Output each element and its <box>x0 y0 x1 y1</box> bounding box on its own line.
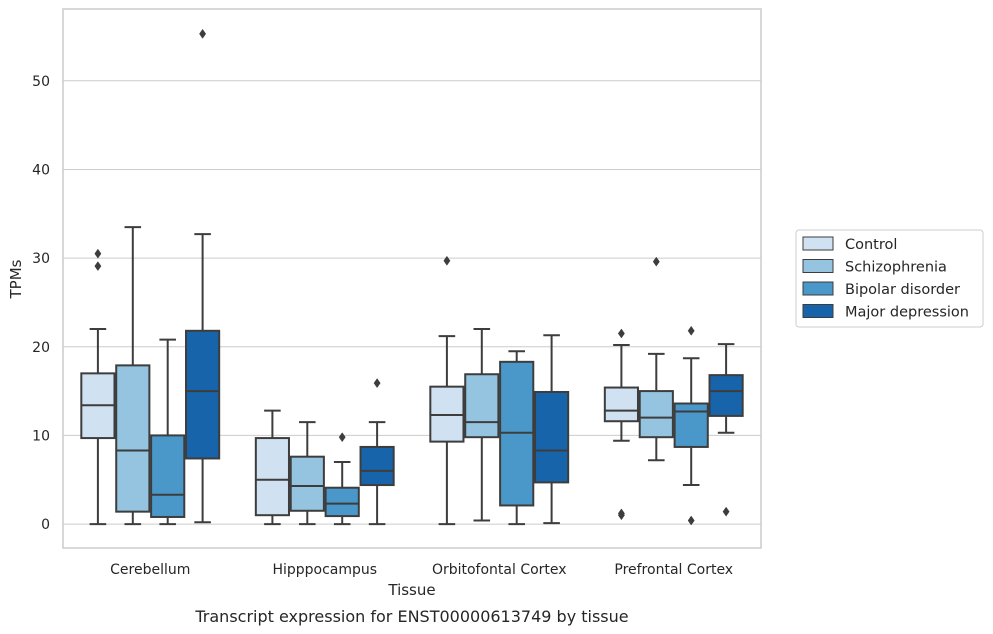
chart-caption: Transcript expression for ENST0000061374… <box>194 607 628 626</box>
outlier-point <box>338 432 346 443</box>
box <box>464 373 500 439</box>
outlier-point <box>94 248 102 259</box>
box <box>534 390 570 484</box>
tick-labels: 0 10 20 30 40 50 Cerebellum Hipppocampus Orbitof… <box>32 74 733 578</box>
box <box>324 486 360 518</box>
outlier-point <box>652 256 660 267</box>
x-tick-label: Orbitofontal Cortex <box>432 562 567 578</box>
y-tick-label: 50 <box>32 74 50 90</box>
box <box>638 390 674 439</box>
outlier-point <box>617 508 625 519</box>
outlier-point <box>617 328 625 339</box>
legend-frame <box>795 229 984 328</box>
y-tick-label: 10 <box>32 428 50 444</box>
outlier-point <box>443 255 451 266</box>
box <box>254 437 290 517</box>
outlier-point <box>687 515 695 526</box>
legend-swatch <box>802 304 834 318</box>
axes <box>62 8 762 549</box>
box <box>708 374 744 417</box>
legend-label: Schizophrenia <box>845 260 947 276</box>
legend-label: Major depression <box>845 305 969 321</box>
legend-label: Bipolar disorder <box>845 282 960 298</box>
legend-swatch <box>802 236 834 251</box>
x-tick-label: Hipppocampus <box>272 562 377 578</box>
series-major-depression <box>185 28 744 526</box>
y-tick-label: 30 <box>32 251 50 267</box>
series-control <box>80 248 639 526</box>
x-axis-label: Tissue <box>387 581 435 599</box>
legend: Control Schizophrenia Bipolar disorder Majo… <box>795 229 984 328</box>
outlier-point <box>373 378 381 389</box>
legend-swatch <box>802 281 834 296</box>
outlier-point <box>722 506 730 517</box>
box-series <box>80 28 744 526</box>
box <box>673 402 709 448</box>
outlier-point <box>199 28 207 39</box>
box <box>115 364 151 513</box>
y-tick-label: 40 <box>32 162 50 178</box>
y-tick-label: 20 <box>32 340 50 356</box>
box <box>150 434 186 518</box>
series-bipolar-disorder <box>150 325 709 526</box>
legend-label: Control <box>845 237 897 253</box>
y-tick-label: 0 <box>41 517 50 533</box>
box <box>289 455 325 512</box>
legend-swatch <box>802 259 834 273</box>
series-schizophrenia <box>115 226 674 526</box>
box <box>359 445 395 487</box>
plot-frame <box>62 8 762 549</box>
y-axis-label: TPMs <box>7 259 25 299</box>
outlier-point <box>687 325 695 336</box>
box <box>603 386 639 423</box>
outlier-point <box>94 261 102 272</box>
box <box>185 329 221 460</box>
x-tick-label: Prefrontal Cortex <box>614 562 733 578</box>
x-tick-label: Cerebellum <box>110 562 190 578</box>
